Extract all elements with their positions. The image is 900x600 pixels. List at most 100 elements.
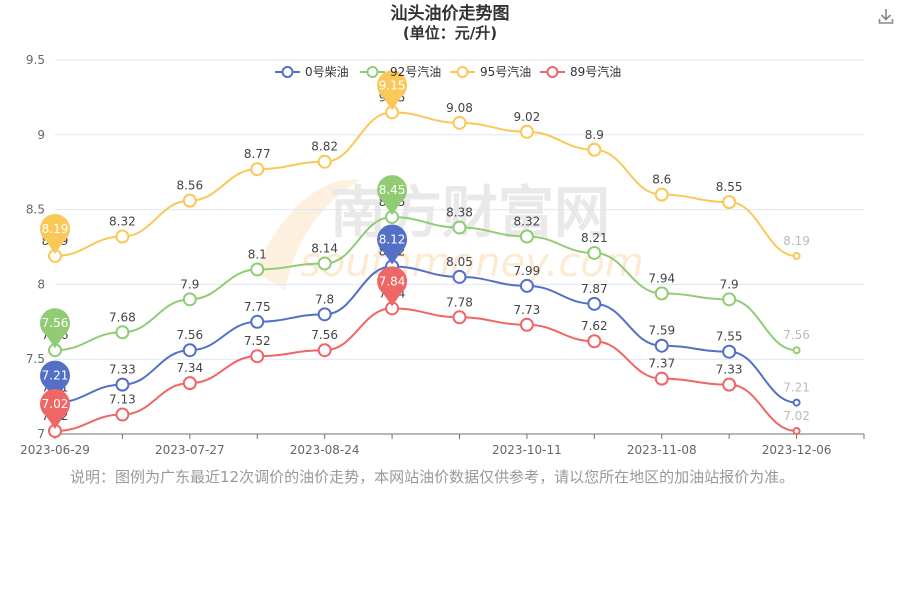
legend[interactable]: 0号柴油 92号汽油 95号汽油 89号汽油 xyxy=(275,64,621,79)
data-label: 7.37 xyxy=(648,357,675,371)
data-label: 8.6 xyxy=(652,173,671,187)
watermark-swoosh xyxy=(255,179,360,290)
data-point xyxy=(654,371,669,386)
legend-symbol xyxy=(456,66,469,78)
data-point xyxy=(519,229,534,244)
legend-label: 92号汽油 xyxy=(390,64,441,79)
marker-label: 8.45 xyxy=(379,183,406,197)
legend-symbol xyxy=(281,66,294,78)
data-point xyxy=(519,317,534,332)
legend-item[interactable]: 0号柴油 xyxy=(275,65,349,79)
data-point xyxy=(722,195,737,210)
data-point xyxy=(317,307,332,322)
data-label: 8.9 xyxy=(585,128,604,142)
data-label: 8.82 xyxy=(311,140,338,154)
data-point xyxy=(115,229,130,244)
legend-item[interactable]: 89号汽油 xyxy=(540,64,621,79)
extreme-markers: 8.12 7.21 8.45 7.56 9.15 8.19 7.84 7.02 xyxy=(40,70,408,430)
chart-subtitle: (单位：元/升) xyxy=(403,24,497,42)
data-label: 7.56 xyxy=(783,328,810,342)
series-lines xyxy=(48,105,801,439)
data-label: 7.55 xyxy=(716,330,743,344)
data-point xyxy=(115,407,130,422)
data-point xyxy=(792,398,801,407)
data-point xyxy=(722,377,737,392)
data-label: 7.75 xyxy=(244,300,271,314)
marker-label: 7.21 xyxy=(42,369,69,383)
y-tick-label: 7 xyxy=(37,427,45,441)
data-label: 8.38 xyxy=(446,206,473,220)
data-point xyxy=(587,245,602,260)
data-label: 7.33 xyxy=(109,363,136,377)
data-labels: 7.21 7.33 7.56 7.75 7.8 8.12 8.05 7.99 7.87 7.59 7… xyxy=(42,90,810,423)
data-point xyxy=(792,251,801,260)
data-label: 8.21 xyxy=(581,231,608,245)
data-label: 7.59 xyxy=(648,324,675,338)
data-label: 7.62 xyxy=(581,319,608,333)
marker-label: 7.56 xyxy=(42,316,69,330)
legend-item[interactable]: 92号汽油 xyxy=(360,64,441,79)
data-point xyxy=(792,427,801,436)
data-label: 8.1 xyxy=(248,247,267,261)
min-marker: 7.02 xyxy=(40,389,70,430)
min-marker: 8.19 xyxy=(40,213,70,254)
marker-bubble xyxy=(377,266,408,297)
data-label: 9.02 xyxy=(514,110,541,124)
data-point xyxy=(182,292,197,307)
data-point xyxy=(452,310,467,325)
data-label: 8.32 xyxy=(109,215,136,229)
data-label: 7.21 xyxy=(783,381,810,395)
marker-bubble xyxy=(377,224,408,255)
data-label: 7.68 xyxy=(109,310,136,324)
marker-label: 8.12 xyxy=(379,232,406,246)
data-point xyxy=(722,292,737,307)
data-point xyxy=(452,269,467,284)
marker-bubble xyxy=(40,360,70,391)
x-tick-label: 2023-12-06 xyxy=(762,443,832,457)
data-point xyxy=(792,346,801,355)
data-label: 7.52 xyxy=(244,334,271,348)
watermark-text: 南方财富网 xyxy=(330,181,610,246)
data-point xyxy=(317,154,332,169)
data-point xyxy=(587,142,602,157)
data-point xyxy=(115,325,130,340)
data-label: 7.56 xyxy=(311,328,338,342)
data-point xyxy=(182,376,197,391)
data-label: 7.34 xyxy=(176,361,203,375)
data-label: 7.13 xyxy=(109,393,136,407)
marker-label: 8.19 xyxy=(42,222,69,236)
data-point xyxy=(519,278,534,293)
data-label: 7.8 xyxy=(315,292,334,306)
marker-label: 9.15 xyxy=(379,78,406,92)
axes: 7 7.5 8 8.5 9 9.5 2023-06-29 2023-07-27 2023-08-… xyxy=(20,53,865,457)
data-label: 7.56 xyxy=(176,328,203,342)
legend-symbol xyxy=(546,66,559,78)
legend-label: 0号柴油 xyxy=(305,65,349,79)
data-point xyxy=(250,262,265,277)
y-tick-label: 8 xyxy=(37,277,45,291)
data-label: 7.9 xyxy=(720,277,739,291)
x-tick-label: 2023-10-11 xyxy=(492,443,562,457)
y-tick-label: 9.5 xyxy=(26,53,45,67)
marker-label: 7.84 xyxy=(379,274,406,288)
data-point xyxy=(519,124,534,139)
marker-bubble xyxy=(40,389,70,420)
x-tick-label: 2023-11-08 xyxy=(627,443,697,457)
data-point xyxy=(250,314,265,329)
data-label: 8.14 xyxy=(311,241,338,255)
legend-item[interactable]: 95号汽油 xyxy=(450,64,531,79)
marker-bubble xyxy=(377,70,408,101)
data-point xyxy=(654,187,669,202)
data-label: 7.02 xyxy=(783,409,810,423)
data-point xyxy=(452,115,467,130)
y-tick-label: 8.5 xyxy=(26,203,45,217)
data-point xyxy=(182,343,197,358)
data-label: 7.73 xyxy=(514,303,541,317)
data-label: 8.19 xyxy=(783,234,810,248)
download-icon[interactable] xyxy=(876,6,896,26)
x-tick-label: 2023-06-29 xyxy=(20,443,90,457)
y-tick-label: 7.5 xyxy=(26,352,45,366)
data-label: 7.99 xyxy=(514,264,541,278)
data-label: 8.55 xyxy=(716,180,743,194)
